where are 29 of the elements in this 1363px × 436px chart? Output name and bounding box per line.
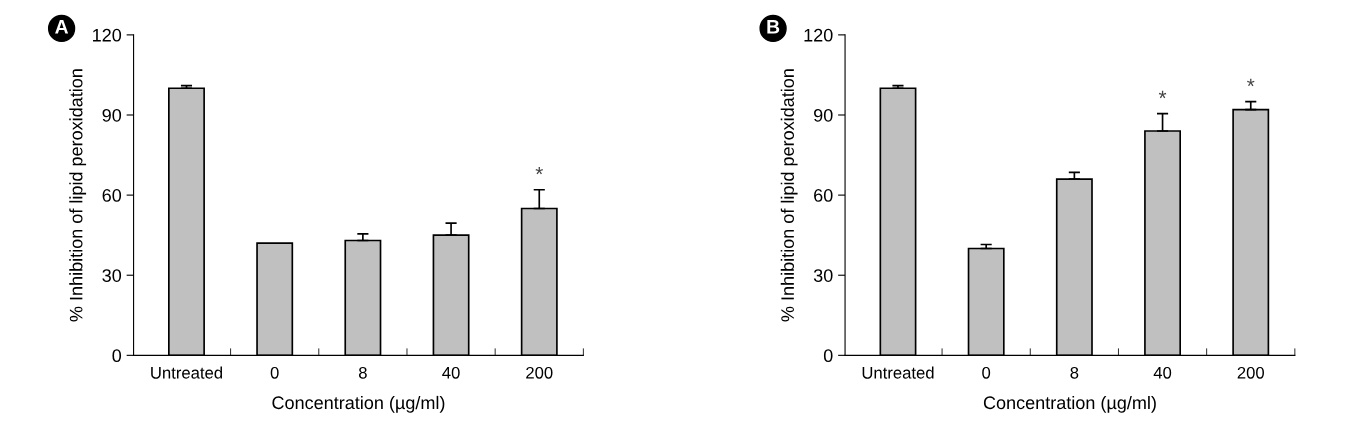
y-tick-label: 0 (112, 349, 122, 363)
y-axis-title: % Inhibition of lipid peroxidation (69, 69, 87, 322)
x-tick-label: Untreated (862, 366, 934, 379)
x-tick-label: 40 (442, 366, 460, 379)
y-tick-label: 120 (93, 28, 122, 42)
y-tick-label: 0 (823, 349, 833, 363)
y-tick-label: 60 (814, 189, 833, 202)
y-tick-label: 90 (102, 108, 122, 122)
x-tick-label: 8 (358, 366, 367, 379)
x-tick-label: Untreated (151, 366, 223, 379)
y-tick-label: 30 (102, 269, 122, 282)
annotation: * (535, 166, 543, 175)
x-tick-label: 200 (526, 366, 553, 379)
y-tick-label: 30 (813, 269, 833, 282)
chart-title: B (767, 20, 780, 34)
y-tick-label: 60 (102, 189, 122, 202)
y-axis-title: % Inhibition of lipid peroxidation (780, 69, 798, 322)
x-tick-label: 0 (270, 366, 279, 379)
y-tick-label: 120 (804, 28, 833, 42)
y-tick-label: 90 (814, 108, 833, 122)
x-tick-label: 200 (1237, 366, 1265, 379)
x-axis-title: Concentration (µg/ml) (983, 395, 1156, 413)
annotation: * (1247, 78, 1255, 87)
annotation: * (1158, 90, 1167, 99)
x-tick-label: 8 (1070, 366, 1079, 379)
x-axis-title: Concentration (µg/ml) (272, 395, 445, 413)
x-tick-label: 0 (982, 366, 991, 379)
chart-title: A (55, 20, 69, 34)
x-tick-label: 40 (1153, 366, 1172, 379)
